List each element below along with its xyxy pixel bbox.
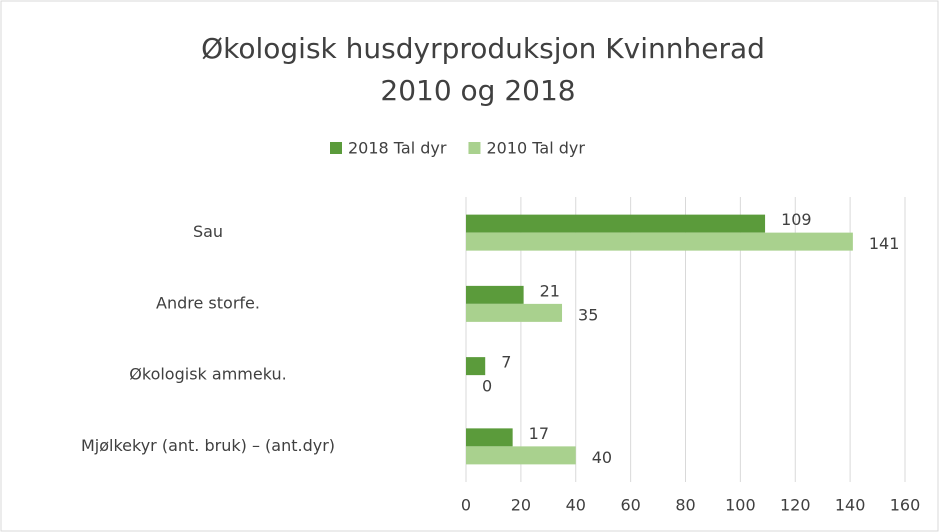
x-tick-label: 40: [566, 496, 586, 515]
bar: [466, 428, 513, 447]
bar: [466, 285, 524, 304]
legend-swatch: [468, 142, 481, 154]
y-tick-label: Andre storfe.: [156, 293, 260, 312]
x-tick-label: 120: [780, 496, 811, 515]
data-label: 40: [592, 448, 612, 467]
data-label: 17: [529, 424, 549, 443]
bar: [466, 214, 766, 233]
x-tick-label: 160: [890, 496, 921, 515]
data-label: 7: [501, 353, 511, 372]
x-tick-label: 80: [675, 496, 695, 515]
legend-swatch: [330, 142, 342, 154]
legend-label: 2018 Tal dyr: [348, 139, 447, 158]
data-label: 35: [578, 305, 598, 324]
bar: [466, 232, 853, 251]
data-label: 21: [540, 281, 560, 300]
x-tick-label: 20: [511, 496, 531, 515]
y-tick-label: Sau: [193, 222, 223, 241]
bar: [466, 446, 576, 465]
chart-title: Økologisk husdyrproduksjon Kvinnherad: [201, 32, 765, 65]
x-tick-label: 140: [835, 496, 866, 515]
data-label: 109: [781, 210, 812, 229]
data-label: 141: [869, 234, 900, 253]
bar: [466, 303, 563, 322]
x-tick-label: 100: [725, 496, 756, 515]
data-label: 0: [482, 377, 492, 396]
bar: [466, 357, 486, 376]
x-tick-label: 60: [620, 496, 640, 515]
chart-title: 2010 og 2018: [380, 74, 575, 107]
y-tick-label: Mjølkekyr (ant. bruk) – (ant.dyr): [81, 436, 335, 455]
legend-label: 2010 Tal dyr: [486, 139, 585, 158]
y-tick-label: Økologisk ammeku.: [129, 365, 286, 384]
x-tick-label: 0: [461, 496, 471, 515]
